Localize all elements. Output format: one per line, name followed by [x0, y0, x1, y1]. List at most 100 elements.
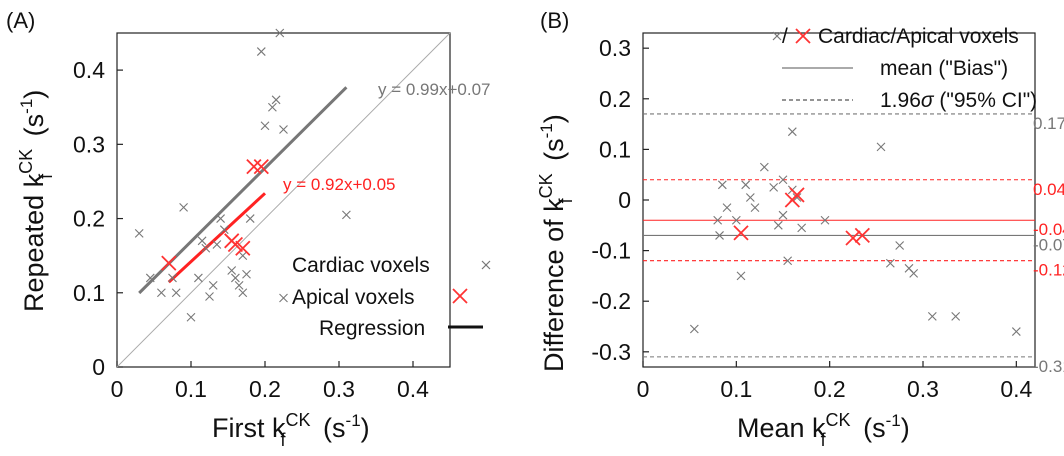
panel-a-cardiac-point	[260, 121, 270, 131]
panel-a-cardiac-point	[186, 312, 196, 322]
panel-a-y-tick-label: 0.2	[73, 206, 105, 232]
panel-b-cardiac-point	[769, 182, 779, 192]
legend-apical-label: Apical voxels	[292, 286, 415, 309]
panel-a-cardiac-point	[219, 225, 229, 235]
panel-a-x-tick-label: 0.4	[397, 376, 429, 402]
panel-a-y-tick-label: 0.1	[73, 280, 105, 306]
panel-a-ticks: 0 0.1 0.2 0.3 0.4 0 0.1 0.2 0.3 0.4	[73, 57, 429, 402]
panel-a-x-tick-label: 0.1	[175, 376, 207, 402]
legend-ci-label: 1.96σ ("95% CI")	[880, 89, 1037, 112]
panel-a-cardiac-point	[208, 280, 218, 290]
panel-b-y-tick-label: 0	[618, 187, 631, 213]
panel-b-axes-frame	[642, 32, 1036, 368]
panel-a-cardiac-regression-annotation: y = 0.99x+0.07	[378, 80, 490, 99]
panel-b: (B) 0 0.1 0.2 0.3 0.4-0.3-0.2-0.100.10.20.3 …	[536, 8, 1064, 450]
panel-a-apical-regression-line	[167, 192, 267, 284]
panel-b-cardiac-point	[820, 215, 830, 225]
panel-b-apical-point	[733, 225, 749, 241]
panel-b-cardiac-point	[722, 203, 732, 212]
panel-a-cardiac-point	[231, 273, 240, 283]
panel-b-ticks: 0 0.1 0.2 0.3 0.4 -0.3 -0.2 -0.1 0 0.1 0.2 0.3	[591, 35, 1032, 402]
panel-b-cardiac-point	[792, 193, 802, 202]
panel-b-apical-point	[854, 227, 870, 244]
panel-a-legend: Cardiac voxels Apical voxels Regression	[292, 254, 491, 340]
panel-b-cardiac-point	[895, 241, 905, 250]
panel-b-cardiac-point	[773, 220, 783, 230]
panel-b-cardiac-point	[909, 268, 919, 278]
panel-a: (A) 0 0.1 0.2 0.3 0.4 0 0.1 0.2 0.3 0.4 y = 0.99x…	[6, 8, 490, 450]
panel-b-reference-lines: 0.17 0.04 -0.04-0.07 -0.12 -0.31	[643, 113, 1064, 376]
panel-b-reference-line-label: -0.04	[1033, 220, 1064, 239]
panel-b-x-tick-label: 0.1	[720, 376, 752, 402]
panel-a-cardiac-point	[271, 95, 281, 105]
legend-regression-label: Regression	[319, 317, 425, 340]
panel-a-cardiac-point	[212, 240, 222, 249]
panel-b-label: (B)	[540, 8, 569, 33]
panel-b-apical-point	[789, 187, 805, 203]
panel-b-y-axis-label: Difference of kCKf (s-1)	[536, 114, 576, 372]
panel-a-cardiac-point	[197, 236, 207, 246]
legend-apical-marker	[452, 288, 468, 304]
panel-a-apical-regression-annotation: y = 0.92x+0.05	[283, 175, 395, 194]
legend-mean-label: mean ("Bias")	[880, 57, 1008, 80]
panel-a-cardiac-point	[194, 273, 203, 283]
panel-a-cardiac-point	[145, 273, 155, 283]
legend-cardiac-label: Cardiac voxels	[292, 254, 430, 277]
legend-apical-marker-b	[795, 28, 811, 44]
panel-a-cardiac-point	[256, 47, 266, 56]
panel-a-cardiac-point	[275, 28, 285, 38]
panel-b-x-axis-label: Mean kCK f (s-1)	[737, 410, 910, 450]
panel-a-cardiac-point	[134, 229, 144, 238]
panel-a-cardiac-point	[216, 214, 225, 223]
panel-b-cardiac-point	[1011, 327, 1021, 336]
panel-b-y-tick-label: 0.2	[599, 86, 631, 112]
legend-markers-label: Cardiac/Apical voxels	[818, 25, 1019, 48]
legend-cardiac-marker	[481, 260, 491, 270]
panel-b-y-tick-label: 0.1	[599, 136, 631, 162]
panel-a-apical-point	[161, 255, 177, 271]
panel-b-cardiac-point	[731, 215, 741, 225]
panel-b-reference-line-label: -0.31	[1033, 357, 1064, 376]
panel-a-cardiac-point	[227, 266, 237, 275]
panel-b-x-tick-label: 0.3	[907, 376, 939, 402]
panel-b-cardiac-point	[885, 258, 895, 268]
panel-a-cardiac-point	[157, 288, 166, 298]
panel-b-cardiac-point	[750, 203, 760, 212]
panel-b-x-tick-label: 0.2	[814, 376, 846, 402]
panel-b-cardiac-point	[715, 231, 724, 240]
panel-a-label: (A)	[6, 8, 35, 33]
panel-a-cardiac-point	[238, 251, 248, 261]
panel-b-apical-point	[845, 230, 861, 246]
panel-a-cardiac-point	[342, 210, 351, 220]
panel-b-reference-line-label: 0.17	[1033, 114, 1064, 133]
panel-a-apical-point	[246, 158, 262, 175]
panel-b-cardiac-point	[876, 142, 886, 152]
panel-b-cardiac-point	[797, 223, 807, 233]
panel-a-y-tick-label: 0.4	[73, 57, 105, 83]
panel-b-cardiac-point	[713, 215, 723, 225]
panel-a-identity-line	[116, 32, 451, 368]
panel-b-y-tick-label: -0.1	[591, 238, 631, 264]
panel-a-x-tick-label: 0.2	[249, 376, 281, 402]
panel-b-points	[689, 127, 1021, 336]
panel-b-legend: / Cardiac/Apical voxels mean ("Bias") 1.…	[772, 25, 1037, 112]
panel-a-cardiac-point	[279, 125, 288, 134]
panel-a-y-axis-label: Repeated kCKf (s-1)	[16, 90, 56, 312]
panel-b-cardiac-point	[745, 193, 755, 202]
panel-a-cardiac-point	[179, 203, 188, 212]
panel-a-cardiac-point	[279, 293, 288, 303]
panel-b-reference-line-label: -0.07	[1033, 235, 1064, 254]
panel-b-cardiac-point	[927, 312, 937, 321]
panel-b-reference-line-label: -0.12	[1033, 261, 1064, 280]
panel-a-axes-frame	[116, 32, 451, 368]
panel-a-cardiac-point	[171, 288, 181, 298]
panel-b-cardiac-point	[787, 127, 797, 137]
panel-a-y-tick-label: 0	[92, 354, 105, 380]
panel-a-x-axis-label: First kCK f (s-1)	[212, 410, 370, 450]
panel-a-apical-point	[253, 158, 269, 175]
panel-b-cardiac-point	[736, 271, 746, 281]
panel-a-cardiac-point	[201, 243, 211, 253]
panel-b-y-tick-label: -0.2	[591, 288, 631, 314]
panel-b-y-tick-label: -0.3	[591, 339, 631, 365]
